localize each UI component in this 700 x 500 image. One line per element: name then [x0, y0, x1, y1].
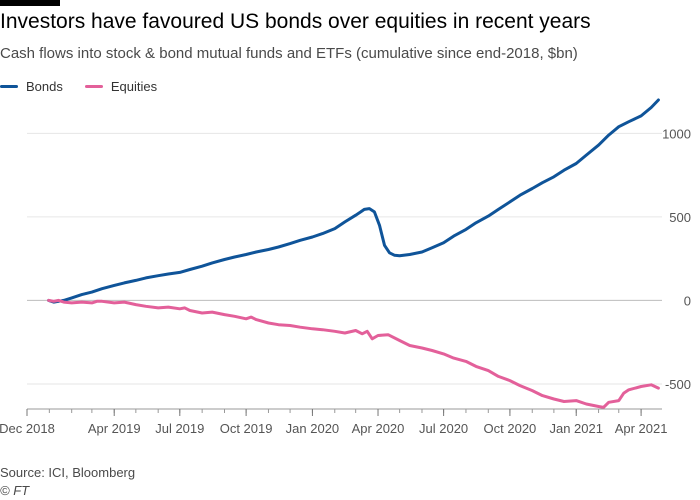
- x-tick-label: Oct 2020: [484, 421, 537, 436]
- x-tick-label: Apr 2019: [88, 421, 141, 436]
- x-tick-label: Jan 2020: [286, 421, 340, 436]
- chart-subtitle: Cash flows into stock & bond mutual fund…: [0, 45, 578, 62]
- legend-label-equities: Equities: [110, 79, 158, 94]
- line-chart: 1000 500 0 -500 Dec 2018 Apr 2019 Jul 2019 Oct …: [0, 98, 691, 436]
- top-accent-bar: [0, 0, 60, 6]
- x-tick-label: Jul 2020: [419, 421, 468, 436]
- chart-title: Investors have favoured US bonds over eq…: [0, 10, 591, 33]
- x-tick-label: Oct 2019: [220, 421, 273, 436]
- legend-swatch-bonds: [0, 85, 18, 88]
- series-line-bonds: [47, 98, 660, 304]
- x-tick-label: Apr 2020: [352, 421, 405, 436]
- x-tick-label: Jul 2019: [155, 421, 204, 436]
- y-tick-label: 500: [669, 210, 691, 225]
- x-tick-label: Dec 2018: [0, 421, 55, 436]
- legend-swatch-equities: [84, 85, 103, 88]
- y-tick-label: 0: [684, 293, 691, 308]
- y-tick-label: -500: [665, 377, 691, 392]
- chart-legend: Bonds Equities: [0, 79, 179, 94]
- legend-item-bonds: Bonds: [0, 79, 63, 94]
- x-tick-label: Jan 2021: [549, 421, 603, 436]
- y-tick-label: 1000: [662, 126, 691, 141]
- source-note: Source: ICI, Bloomberg: [0, 465, 136, 480]
- legend-item-equities: Equities: [84, 79, 158, 94]
- legend-label-bonds: Bonds: [26, 79, 63, 94]
- copyright-note: © FT: [0, 483, 30, 498]
- series-line-equities: [47, 298, 660, 409]
- x-tick-label: Apr 2021: [615, 421, 668, 436]
